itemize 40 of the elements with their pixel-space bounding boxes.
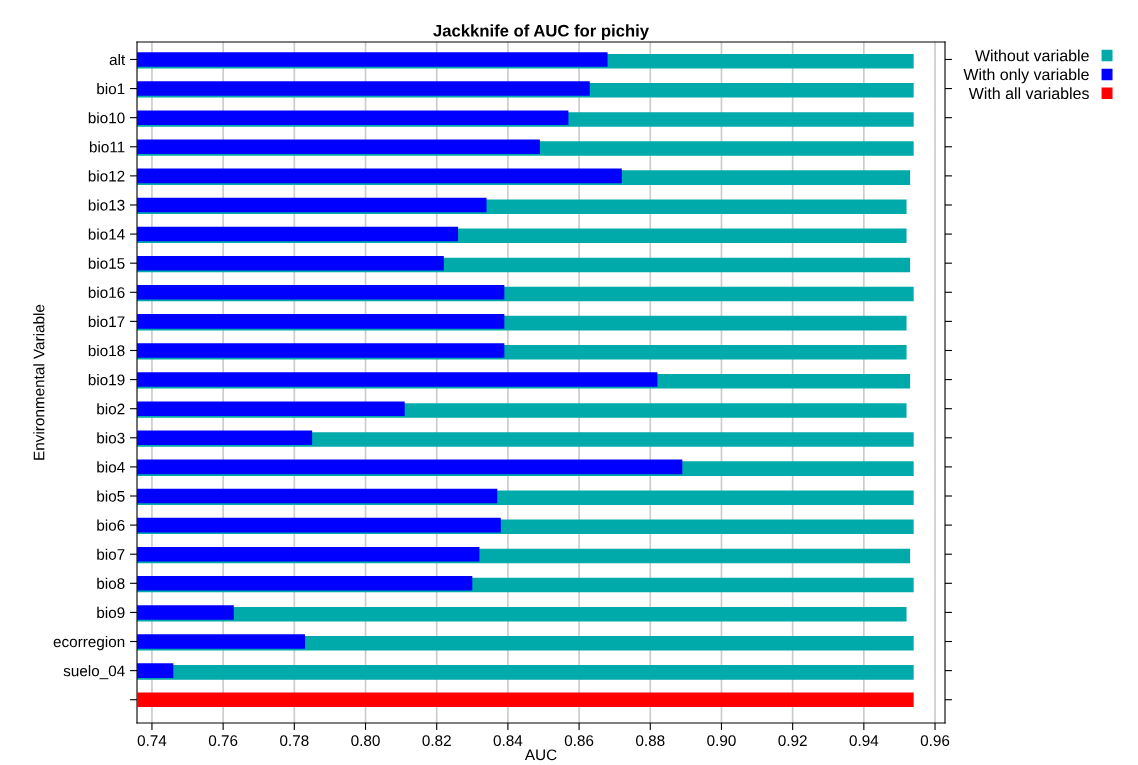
chart-title: Jackknife of AUC for pichiy [433,24,649,40]
y-tick-label: bio2 [97,403,125,415]
y-tick-label: bio16 [88,286,125,298]
y-axis-title: Environmental Variable [33,304,45,460]
x-tick-label: 0.86 [564,735,594,747]
y-tick-label: bio1 [97,83,125,95]
x-tick-label: 0.90 [707,735,736,747]
y-tick-label: bio12 [88,170,125,182]
y-tick-label: bio19 [88,374,125,386]
y-tick-label: bio3 [97,432,125,444]
y-tick-label: bio8 [97,577,125,589]
y-tick-label: suelo_04 [63,665,125,680]
y-tick-label: alt [109,53,126,66]
x-axis-title: AUC [524,749,557,761]
y-tick-label: bio18 [88,344,125,357]
x-tick-label: 0.92 [778,735,807,747]
legend-label: Without variable [975,49,1089,62]
x-tick-label: 0.82 [422,735,451,747]
y-tick-label: bio5 [97,490,125,502]
x-tick-label: 0.88 [636,735,665,747]
y-tick-label: bio6 [97,519,125,531]
y-tick-label: bio10 [88,112,125,124]
y-tick-label: bio14 [88,228,125,240]
y-tick-label: bio15 [88,257,125,269]
x-tick-label: 0.76 [208,735,238,747]
legend-label: With only variable [963,68,1089,84]
x-tick-label: 0.94 [849,735,879,747]
y-tick-label: bio9 [97,606,125,619]
y-tick-label: bio7 [97,548,125,560]
x-tick-label: 0.78 [280,735,309,747]
y-tick-label: bio4 [97,461,125,473]
legend-label: With all variables [968,87,1089,100]
y-tick-label: bio17 [88,315,125,328]
y-tick-label: bio11 [89,141,125,153]
x-tick-label: 0.96 [920,735,950,747]
x-tick-label: 0.84 [493,735,523,747]
x-tick-label: 0.80 [351,735,380,747]
x-tick-label: 0.74 [137,735,167,747]
y-tick-label: ecorregion [53,635,125,651]
y-tick-label: bio13 [88,199,125,211]
